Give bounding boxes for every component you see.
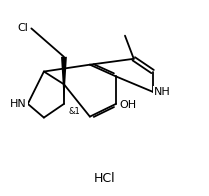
Text: Cl: Cl: [17, 23, 28, 34]
Text: HCl: HCl: [94, 172, 115, 185]
Text: HN: HN: [10, 99, 27, 109]
Polygon shape: [61, 57, 67, 104]
Text: NH: NH: [154, 87, 170, 97]
Text: OH: OH: [120, 100, 137, 110]
Text: &1: &1: [69, 107, 80, 116]
